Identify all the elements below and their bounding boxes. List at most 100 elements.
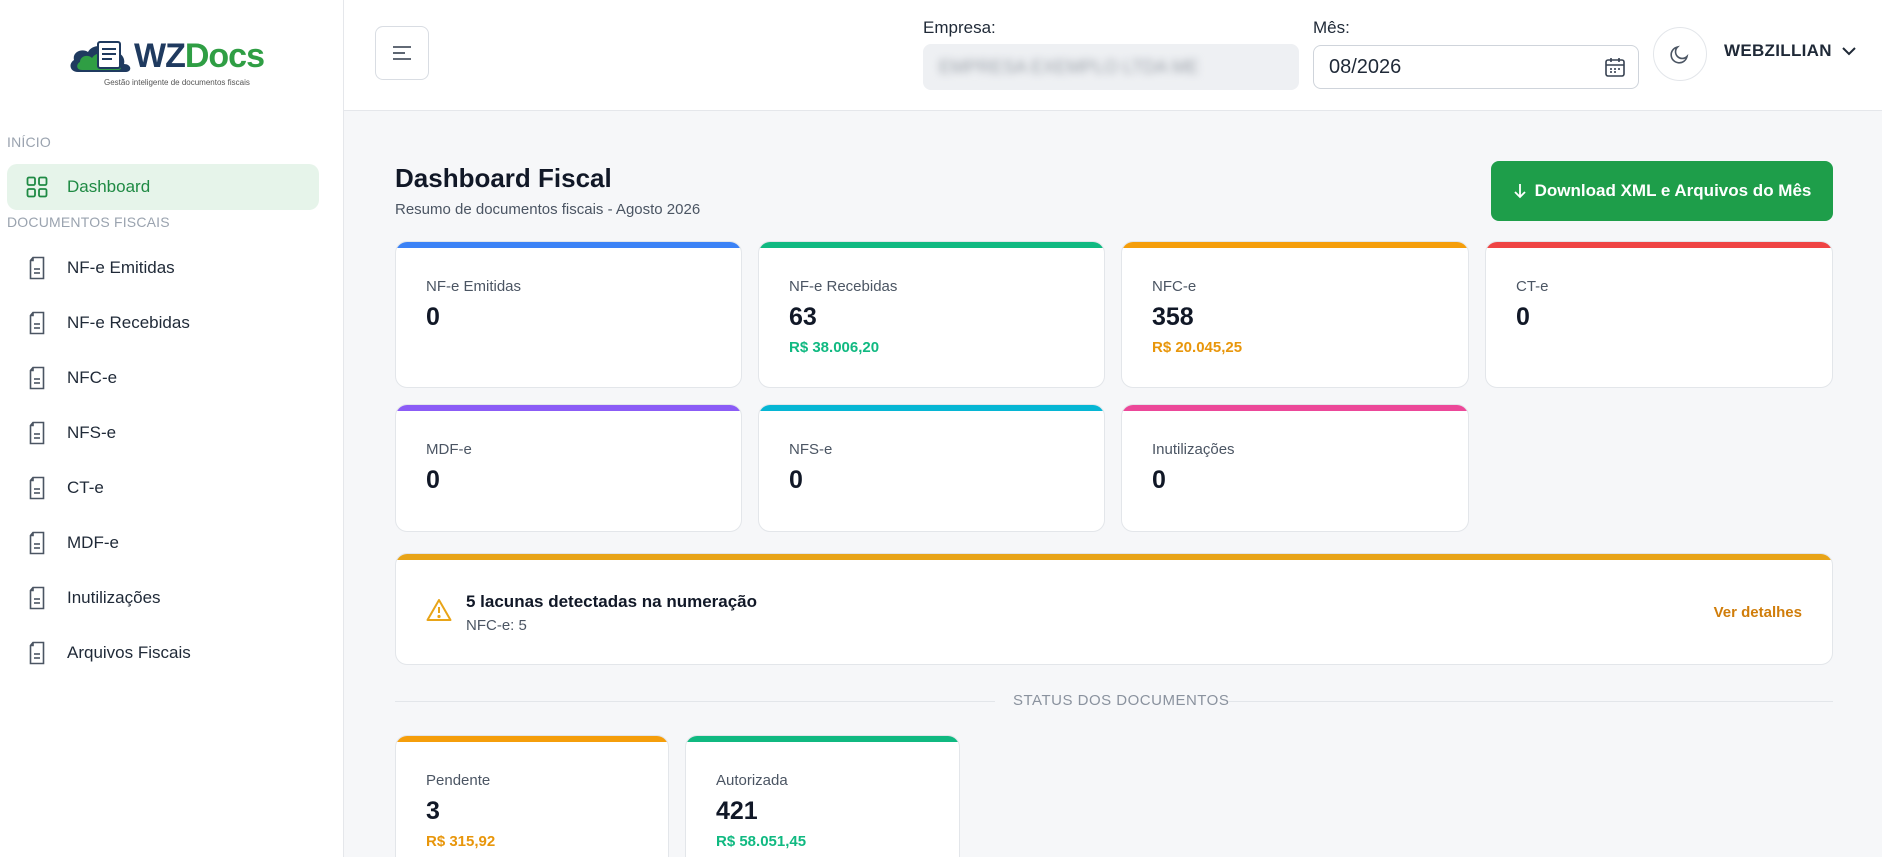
- sidebar-item-label: CT-e: [67, 478, 104, 497]
- menu-toggle-button[interactable]: [375, 26, 429, 80]
- status-card-pendente[interactable]: Pendente 3 R$ 315,92: [395, 735, 669, 857]
- card-value: 0: [789, 466, 803, 494]
- card-amount: R$ 58.051,45: [716, 833, 807, 850]
- page-title: Dashboard Fiscal: [395, 163, 612, 193]
- card-accent-bar: [1486, 242, 1832, 248]
- card-label: MDF-e: [426, 441, 472, 458]
- menu-icon: [393, 46, 411, 60]
- sidebar-item-cte[interactable]: CT-e: [7, 465, 319, 511]
- brand-wordmark: WZDocs: [134, 36, 265, 76]
- card-accent-bar: [759, 405, 1104, 411]
- card-value: 358: [1152, 303, 1194, 331]
- calendar-icon[interactable]: [1604, 56, 1626, 78]
- document-icon: [25, 586, 49, 610]
- alert-accent-bar: [396, 554, 1832, 560]
- section-divider-left: [395, 701, 995, 702]
- user-menu[interactable]: WEBZILLIAN: [1724, 41, 1856, 61]
- empresa-select[interactable]: EMPRESA EXEMPLO LTDA ME: [923, 44, 1299, 90]
- summary-card-mdfe[interactable]: MDF-e 0: [395, 404, 742, 532]
- card-amount: R$ 315,92: [426, 833, 496, 850]
- sidebar-item-arquivos-fiscais[interactable]: Arquivos Fiscais: [7, 630, 319, 676]
- card-value: 63: [789, 303, 817, 331]
- card-value: 421: [716, 797, 758, 825]
- sidebar-item-label: NF-e Emitidas: [67, 258, 175, 277]
- sidebar-item-label: MDF-e: [67, 533, 119, 552]
- sidebar-item-nfse[interactable]: NFS-e: [7, 410, 319, 456]
- mes-input[interactable]: 08/2026: [1313, 45, 1639, 89]
- grid-icon: [25, 175, 49, 199]
- summary-card-nfce[interactable]: NFC-e 358 R$ 20.045,25: [1121, 241, 1469, 388]
- card-value: 3: [426, 797, 440, 825]
- card-label: CT-e: [1516, 278, 1549, 295]
- moon-icon: [1670, 45, 1689, 64]
- sidebar-item-label: NF-e Recebidas: [67, 313, 190, 332]
- sidebar-item-nfe-recebidas[interactable]: NF-e Recebidas: [7, 300, 319, 346]
- card-value: 0: [426, 303, 440, 331]
- card-label: NFS-e: [789, 441, 833, 458]
- sidebar: WZDocs Gestão inteligente de documentos …: [0, 0, 344, 857]
- warning-icon: [426, 599, 452, 621]
- brand-name-part1: WZ: [134, 37, 186, 75]
- sidebar-item-label: Inutilizações: [67, 588, 161, 607]
- document-icon: [25, 476, 49, 500]
- summary-card-nfe-emitidas[interactable]: NF-e Emitidas 0: [395, 241, 742, 388]
- card-label: NF-e Recebidas: [789, 278, 898, 295]
- section-divider-right: [1228, 701, 1833, 702]
- document-icon: [25, 421, 49, 445]
- card-accent-bar: [396, 405, 741, 411]
- empresa-value: EMPRESA EXEMPLO LTDA ME: [939, 57, 1199, 77]
- download-arrow-icon: [1513, 184, 1526, 199]
- card-label: Autorizada: [716, 772, 788, 789]
- numbering-gap-alert: 5 lacunas detectadas na numeração NFC-e:…: [395, 553, 1833, 665]
- top-header: Empresa: EMPRESA EXEMPLO LTDA ME Mês: 08…: [344, 0, 1882, 111]
- empresa-label: Empresa:: [923, 18, 996, 37]
- theme-toggle-button[interactable]: [1653, 27, 1707, 81]
- mes-value: 08/2026: [1329, 55, 1402, 78]
- document-icon: [25, 366, 49, 390]
- card-label: NF-e Emitidas: [426, 278, 522, 295]
- sidebar-item-label: NFC-e: [67, 368, 118, 387]
- cloud-document-icon: [70, 41, 131, 72]
- brand-name-part2: Docs: [184, 37, 265, 75]
- page-subtitle: Resumo de documentos fiscais - Agosto 20…: [395, 201, 701, 218]
- card-accent-bar: [1122, 405, 1468, 411]
- card-value: 0: [426, 466, 440, 494]
- sidebar-section-inicio: INÍCIO: [7, 134, 51, 150]
- document-icon: [25, 311, 49, 335]
- summary-card-inutilizacoes[interactable]: Inutilizações 0: [1121, 404, 1469, 532]
- card-amount: R$ 20.045,25: [1152, 339, 1243, 356]
- summary-card-nfse[interactable]: NFS-e 0: [758, 404, 1105, 532]
- card-value: 0: [1152, 466, 1166, 494]
- status-card-autorizada[interactable]: Autorizada 421 R$ 58.051,45: [685, 735, 960, 857]
- card-accent-bar: [686, 736, 959, 742]
- document-icon: [25, 641, 49, 665]
- sidebar-item-label: NFS-e: [67, 423, 117, 442]
- document-icon: [25, 256, 49, 280]
- card-accent-bar: [396, 242, 741, 248]
- card-label: Inutilizações: [1152, 441, 1235, 458]
- summary-card-nfe-recebidas[interactable]: NF-e Recebidas 63 R$ 38.006,20: [758, 241, 1105, 388]
- sidebar-section-documentos: DOCUMENTOS FISCAIS: [7, 214, 170, 230]
- alert-details-link[interactable]: Ver detalhes: [1713, 604, 1802, 621]
- brand-logo[interactable]: WZDocs Gestão inteligente de documentos …: [68, 34, 268, 90]
- sidebar-item-label: Dashboard: [67, 177, 151, 196]
- sidebar-item-nfe-emitidas[interactable]: NF-e Emitidas: [7, 245, 319, 291]
- summary-card-cte[interactable]: CT-e 0: [1485, 241, 1833, 388]
- card-accent-bar: [1122, 242, 1468, 248]
- download-xml-button[interactable]: Download XML e Arquivos do Mês: [1491, 161, 1833, 221]
- sidebar-item-mdfe[interactable]: MDF-e: [7, 520, 319, 566]
- user-name: WEBZILLIAN: [1724, 41, 1832, 60]
- card-label: Pendente: [426, 772, 491, 789]
- alert-title: 5 lacunas detectadas na numeração: [466, 592, 758, 611]
- brand-tagline: Gestão inteligente de documentos fiscais: [104, 78, 250, 87]
- mes-label: Mês:: [1313, 18, 1350, 37]
- card-accent-bar: [396, 736, 668, 742]
- chevron-down-icon: [1842, 46, 1856, 55]
- download-button-label: Download XML e Arquivos do Mês: [1534, 181, 1812, 200]
- card-amount: R$ 38.006,20: [789, 339, 880, 356]
- sidebar-item-nfce[interactable]: NFC-e: [7, 355, 319, 401]
- sidebar-item-inutilizacoes[interactable]: Inutilizações: [7, 575, 319, 621]
- status-section-heading: STATUS DOS DOCUMENTOS: [1013, 692, 1230, 709]
- sidebar-item-dashboard[interactable]: Dashboard: [7, 164, 319, 210]
- alert-detail: NFC-e: 5: [466, 617, 527, 634]
